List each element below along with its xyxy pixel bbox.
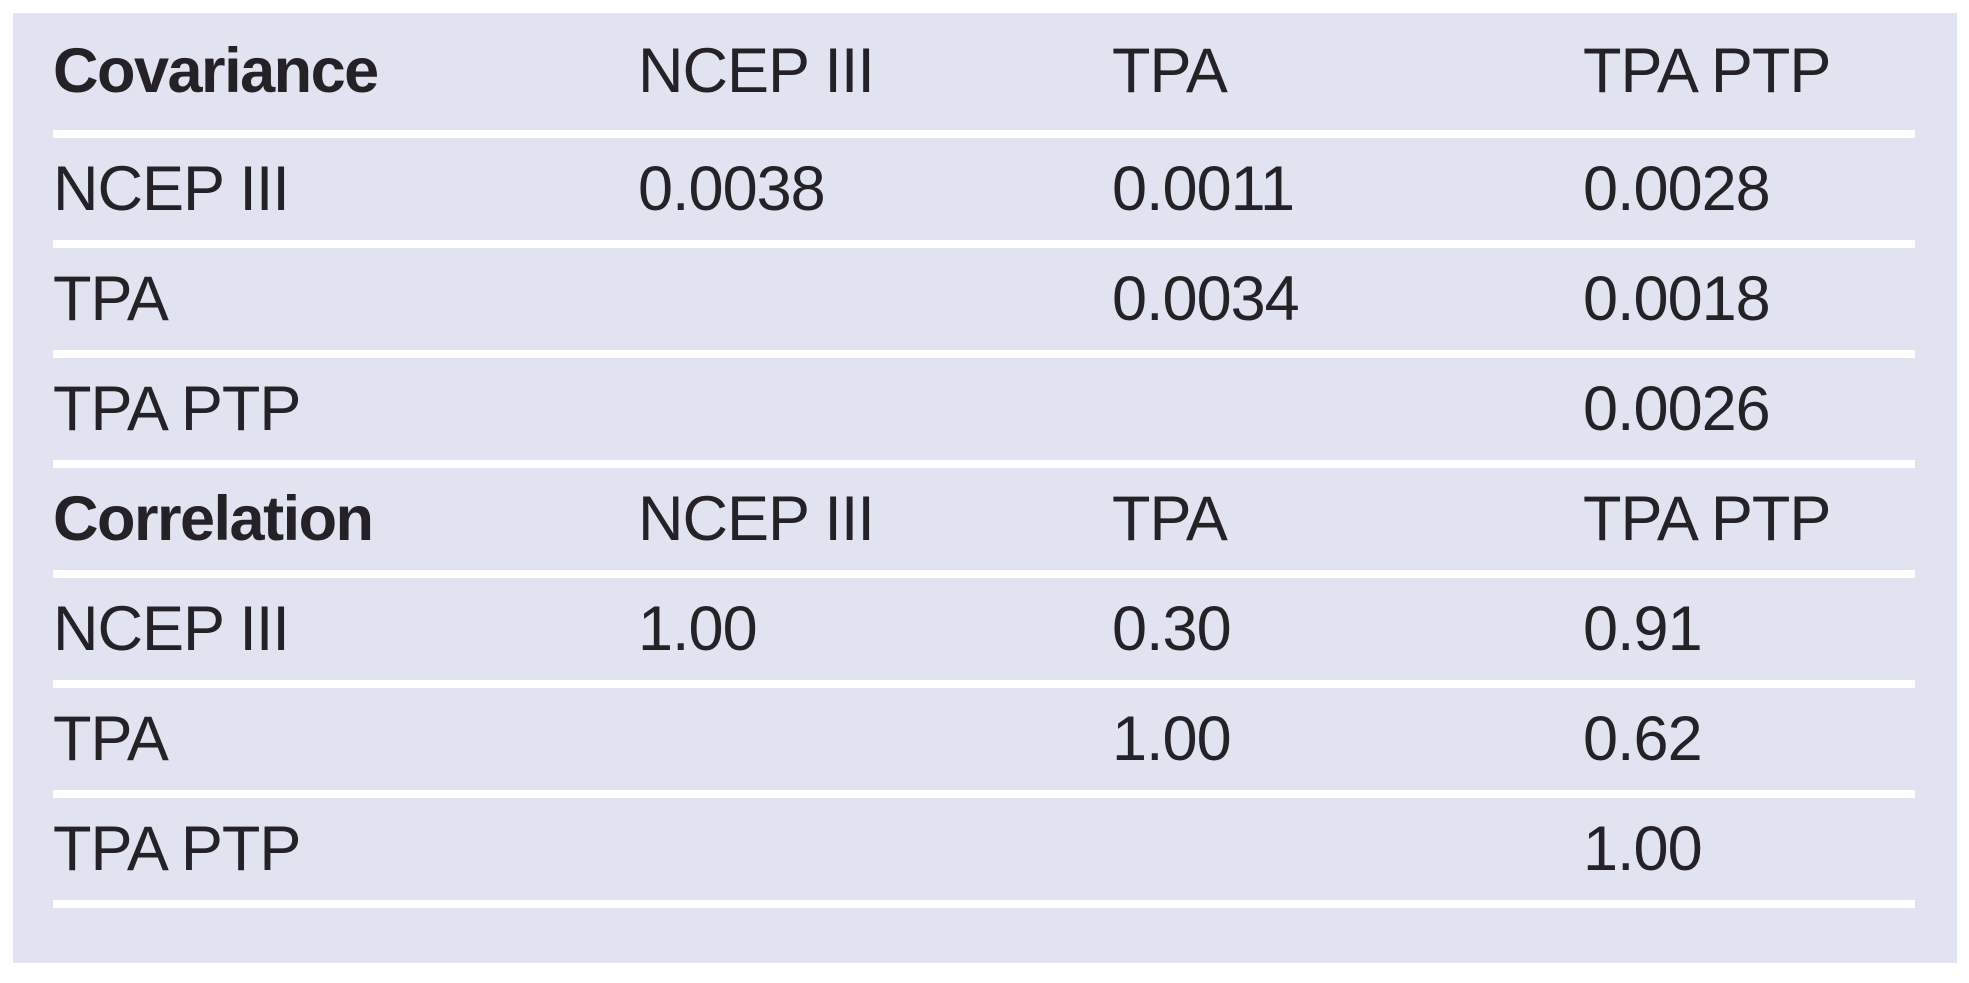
row-divider [53, 900, 1915, 908]
value-cell: 1.00 [638, 593, 758, 664]
column-header-tpa-ptp: TPA PTP [1583, 36, 1831, 106]
row-divider [53, 130, 1915, 138]
value-cell: 0.62 [1583, 703, 1703, 774]
row-divider [53, 240, 1915, 248]
table-row-covariance-ncep-iii: NCEP III 0.0038 0.0011 0.0028 [53, 138, 1957, 240]
value-cell: 0.0028 [1583, 153, 1771, 224]
table-header-row-correlation: Correlation NCEP III TPA TPA PTP [53, 468, 1957, 570]
column-header-tpa-ptp: TPA PTP [1583, 483, 1831, 554]
row-divider [53, 570, 1915, 578]
value-cell: 0.30 [1112, 593, 1232, 664]
row-label: TPA PTP [53, 373, 301, 444]
table-header-row-covariance: Covariance NCEP III TPA TPA PTP [53, 13, 1957, 130]
row-label: TPA PTP [53, 813, 301, 884]
column-header-tpa: TPA [1112, 36, 1228, 106]
table-row-correlation-ncep-iii: NCEP III 1.00 0.30 0.91 [53, 578, 1957, 680]
section-title-correlation: Correlation [53, 483, 374, 554]
column-header-ncep-iii: NCEP III [638, 36, 875, 106]
row-divider [53, 350, 1915, 358]
row-divider [53, 680, 1915, 688]
value-cell: 0.0011 [1112, 153, 1295, 224]
row-label: TPA [53, 263, 169, 334]
table-row-covariance-tpa-ptp: TPA PTP 0.0026 [53, 358, 1957, 460]
value-cell: 0.91 [1583, 593, 1703, 664]
value-cell: 0.0018 [1583, 263, 1771, 334]
row-divider [53, 790, 1915, 798]
covariance-correlation-table: Covariance NCEP III TPA TPA PTP NCEP III… [13, 13, 1957, 963]
value-cell: 1.00 [1583, 813, 1703, 884]
table-row-covariance-tpa: TPA 0.0034 0.0018 [53, 248, 1957, 350]
value-cell: 1.00 [1112, 703, 1232, 774]
value-cell: 0.0026 [1583, 373, 1771, 444]
table-row-correlation-tpa-ptp: TPA PTP 1.00 [53, 798, 1957, 900]
column-header-ncep-iii: NCEP III [638, 483, 875, 554]
value-cell: 0.0034 [1112, 263, 1300, 334]
value-cell: 0.0038 [638, 153, 826, 224]
row-label: NCEP III [53, 593, 290, 664]
column-header-tpa: TPA [1112, 483, 1228, 554]
table-row-correlation-tpa: TPA 1.00 0.62 [53, 688, 1957, 790]
row-label: TPA [53, 703, 169, 774]
row-divider [53, 460, 1915, 468]
row-label: NCEP III [53, 153, 290, 224]
section-title-covariance: Covariance [53, 36, 379, 106]
